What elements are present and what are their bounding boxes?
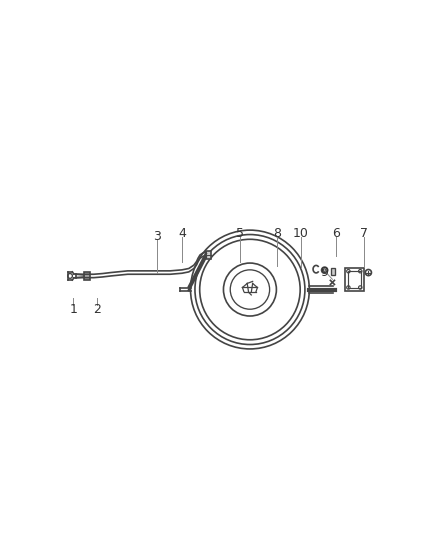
- Text: 9: 9: [321, 266, 328, 279]
- Text: 10: 10: [293, 227, 309, 240]
- Text: 7: 7: [360, 227, 367, 240]
- Text: 2: 2: [93, 303, 101, 317]
- Text: 4: 4: [178, 227, 186, 240]
- FancyBboxPatch shape: [84, 272, 90, 280]
- Text: 1: 1: [70, 303, 78, 317]
- Text: 6: 6: [332, 227, 340, 240]
- FancyBboxPatch shape: [331, 269, 336, 274]
- Text: 3: 3: [153, 230, 160, 244]
- Text: 5: 5: [236, 227, 244, 240]
- Text: 8: 8: [273, 227, 281, 240]
- FancyBboxPatch shape: [206, 251, 211, 259]
